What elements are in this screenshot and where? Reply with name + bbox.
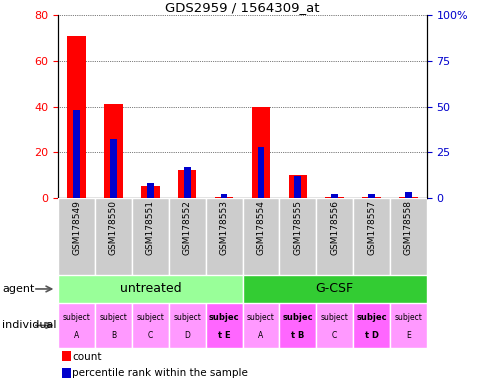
Text: GSM178558: GSM178558 xyxy=(403,200,412,255)
Text: B: B xyxy=(111,331,116,340)
Text: subject: subject xyxy=(99,313,127,322)
Bar xyxy=(58,198,95,275)
Bar xyxy=(331,194,337,198)
Bar xyxy=(58,303,95,348)
Bar xyxy=(279,198,316,275)
Bar xyxy=(62,368,71,377)
Text: GSM178553: GSM178553 xyxy=(219,200,228,255)
Bar xyxy=(279,303,316,348)
Text: GSM178556: GSM178556 xyxy=(330,200,338,255)
Text: count: count xyxy=(72,352,102,362)
Bar xyxy=(389,303,426,348)
Text: subjec: subjec xyxy=(208,313,239,322)
Bar xyxy=(205,303,242,348)
Bar xyxy=(242,303,279,348)
Text: GSM178552: GSM178552 xyxy=(182,200,191,255)
Bar xyxy=(183,167,190,198)
Bar xyxy=(95,198,132,275)
Bar xyxy=(398,197,417,198)
Bar xyxy=(251,107,270,198)
Bar xyxy=(205,198,242,275)
Text: individual: individual xyxy=(2,320,57,331)
Bar xyxy=(110,139,117,198)
Text: C: C xyxy=(332,331,336,340)
Text: E: E xyxy=(405,331,410,340)
Text: subject: subject xyxy=(173,313,201,322)
Bar xyxy=(316,303,352,348)
Text: subject: subject xyxy=(246,313,274,322)
Bar xyxy=(316,198,352,275)
Text: subject: subject xyxy=(393,313,422,322)
Text: GSM178549: GSM178549 xyxy=(72,200,81,255)
Text: GSM178554: GSM178554 xyxy=(256,200,265,255)
Bar xyxy=(168,303,205,348)
Bar xyxy=(73,110,80,198)
Text: GSM178557: GSM178557 xyxy=(366,200,375,255)
Bar xyxy=(178,170,196,198)
Bar xyxy=(352,198,389,275)
Bar xyxy=(168,198,205,275)
Bar xyxy=(104,104,122,198)
Bar xyxy=(58,275,242,303)
Bar xyxy=(132,303,168,348)
Bar xyxy=(367,194,374,198)
Text: t B: t B xyxy=(290,331,304,340)
Text: subject: subject xyxy=(320,313,348,322)
Text: GSM178551: GSM178551 xyxy=(146,200,154,255)
Bar xyxy=(362,197,380,198)
Text: C: C xyxy=(148,331,152,340)
Bar xyxy=(62,351,71,361)
Bar xyxy=(288,175,306,198)
Bar xyxy=(220,194,227,198)
Text: GSM178550: GSM178550 xyxy=(109,200,118,255)
Text: A: A xyxy=(258,331,263,340)
Text: subject: subject xyxy=(136,313,164,322)
Text: D: D xyxy=(184,331,190,340)
Bar xyxy=(294,176,301,198)
Bar xyxy=(214,197,233,198)
Text: A: A xyxy=(74,331,79,340)
Title: GDS2959 / 1564309_at: GDS2959 / 1564309_at xyxy=(165,1,319,14)
Text: percentile rank within the sample: percentile rank within the sample xyxy=(72,368,248,378)
Text: subjec: subjec xyxy=(355,313,386,322)
Text: subject: subject xyxy=(62,313,91,322)
Bar xyxy=(352,303,389,348)
Bar xyxy=(132,198,168,275)
Bar xyxy=(404,192,411,198)
Bar xyxy=(95,303,132,348)
Text: agent: agent xyxy=(2,284,35,294)
Text: GSM178555: GSM178555 xyxy=(293,200,302,255)
Text: subjec: subjec xyxy=(282,313,313,322)
Bar xyxy=(147,183,153,198)
Bar xyxy=(242,198,279,275)
Text: t E: t E xyxy=(217,331,230,340)
Bar xyxy=(389,198,426,275)
Bar xyxy=(141,186,159,198)
Text: t D: t D xyxy=(364,331,378,340)
Bar xyxy=(67,36,86,198)
Bar xyxy=(325,197,343,198)
Text: untreated: untreated xyxy=(119,283,181,295)
Bar xyxy=(257,147,264,198)
Bar xyxy=(242,275,426,303)
Text: G-CSF: G-CSF xyxy=(315,283,353,295)
